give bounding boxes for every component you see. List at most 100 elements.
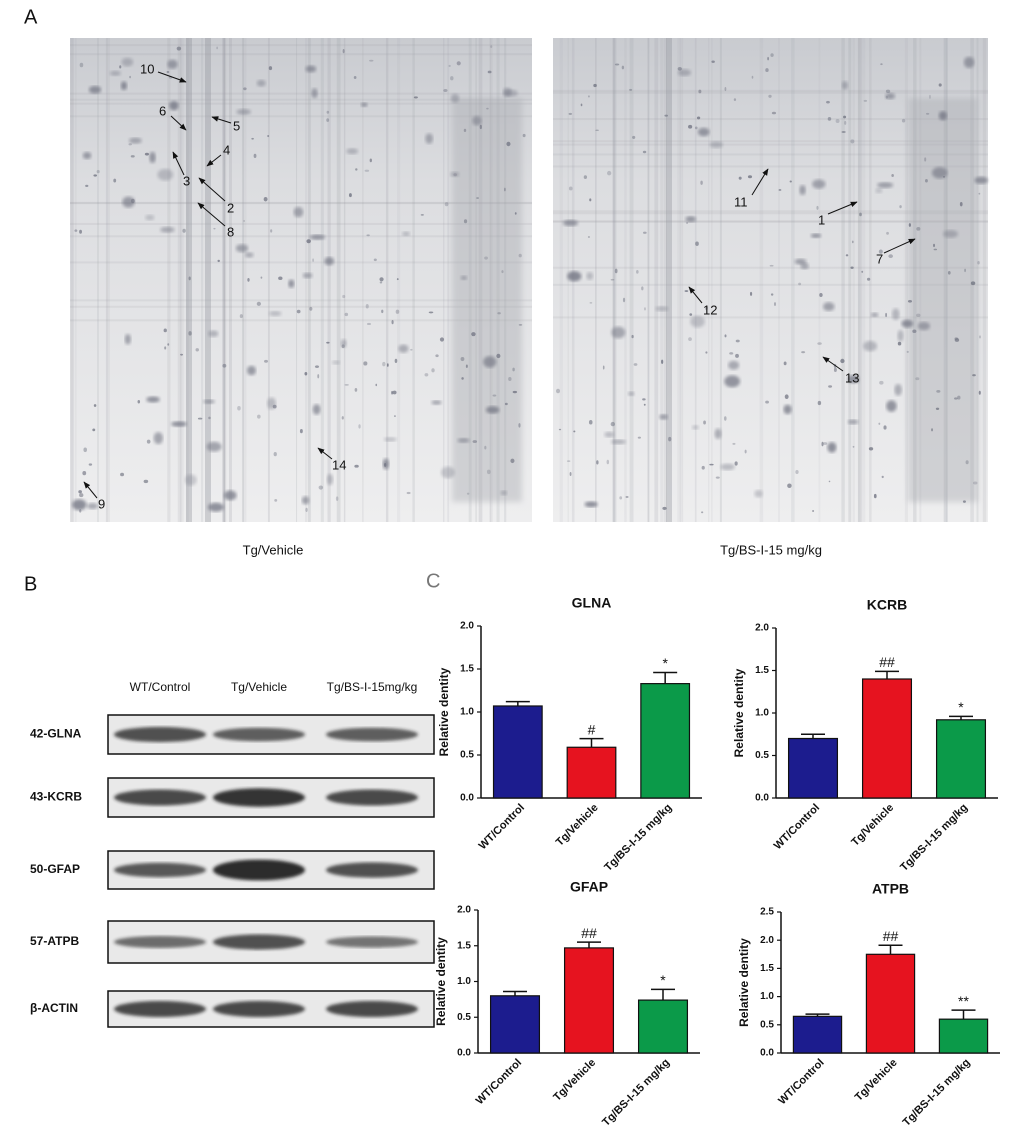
gel-spot	[463, 219, 468, 224]
gel-spot	[476, 197, 480, 200]
panel-label: A	[24, 6, 38, 28]
gel-streak	[778, 38, 780, 522]
gel-spot	[383, 437, 397, 442]
gel-spot	[720, 463, 735, 471]
gel-spot	[677, 69, 692, 77]
gel-spot	[146, 396, 160, 403]
gel-streak	[70, 261, 532, 264]
gel-spot	[901, 118, 906, 123]
gel-spot	[859, 212, 862, 217]
gel-spot	[424, 373, 429, 377]
blot-band	[213, 859, 305, 881]
gel-spot	[124, 333, 131, 345]
gel-spot	[863, 99, 868, 102]
gel-spot	[933, 243, 935, 248]
gel-spot	[840, 358, 845, 364]
gel-spot	[732, 442, 736, 445]
spot-label: 5	[233, 118, 240, 133]
gel-spot	[120, 472, 125, 477]
gel-spot	[269, 311, 282, 317]
gel-spot	[568, 112, 573, 115]
arrow	[317, 447, 333, 460]
y-tick-label: 1.5	[460, 664, 474, 675]
gel-spot	[386, 363, 389, 367]
gel-spot	[522, 133, 526, 138]
significance-label: *	[660, 972, 666, 988]
gel-spot	[223, 490, 237, 501]
gel-spot	[88, 463, 93, 466]
gel-spot	[342, 294, 346, 299]
gel-spot	[188, 276, 191, 281]
gel-spot	[897, 341, 902, 346]
gel-spot	[472, 115, 482, 126]
gel-streak	[553, 89, 988, 92]
gel-spot	[954, 338, 960, 342]
gel-streak	[553, 283, 988, 286]
gel-spot	[213, 227, 216, 230]
gel-spot	[278, 276, 283, 281]
gel-spot	[929, 94, 931, 99]
arrow	[170, 115, 187, 131]
gel-spot	[518, 253, 522, 258]
gel-spot	[146, 439, 151, 444]
gel-spot	[288, 279, 295, 288]
gel-streak	[719, 38, 722, 522]
gel-spot	[661, 359, 664, 364]
gel-spot	[394, 415, 396, 418]
gel-spot	[326, 110, 330, 114]
gel-spot	[420, 214, 424, 216]
gel-spot	[593, 83, 597, 88]
gel-spot	[798, 282, 802, 286]
y-axis-label: Relative dentity	[737, 938, 751, 1027]
gel-spot	[881, 475, 884, 479]
gel-spot	[216, 46, 218, 50]
gel-spot	[485, 406, 500, 414]
gel-streak	[443, 38, 445, 522]
gel-spot	[128, 143, 132, 146]
gel-spot	[267, 135, 270, 138]
gel-streak	[241, 38, 244, 522]
gel-streak	[660, 38, 664, 522]
gel-streak	[869, 38, 872, 522]
gel-spot	[324, 256, 335, 266]
gel-spot	[744, 449, 747, 454]
gel-spot	[965, 460, 969, 465]
gel-spot	[379, 277, 384, 282]
gel-spot	[483, 356, 497, 368]
gel-spot	[625, 496, 629, 498]
gel-spot	[113, 178, 117, 183]
gel-streak	[553, 153, 988, 156]
arrow	[688, 286, 703, 304]
x-tick-label: Tg/BS-I-15 mg/kg	[898, 802, 970, 874]
gel-spot	[677, 66, 682, 71]
blot-band	[213, 934, 305, 950]
gel-spot	[251, 137, 254, 140]
gel-spot	[207, 502, 224, 512]
gel-spot	[444, 202, 449, 207]
gel-streak	[412, 38, 415, 522]
gel-spot	[828, 385, 833, 388]
gel-spot	[431, 400, 442, 405]
gel-spot	[573, 430, 576, 433]
gel-spot	[450, 93, 460, 103]
bar	[935, 719, 987, 799]
gel-spot	[770, 53, 774, 57]
gel-spot	[358, 424, 361, 429]
gel-spot	[354, 464, 359, 468]
gel-spot	[973, 481, 978, 485]
gel-spot	[381, 309, 384, 314]
gel-spot	[891, 174, 894, 178]
gel-spot	[588, 95, 590, 98]
gel-spot	[724, 416, 727, 421]
gel-spot	[769, 264, 774, 267]
spot-label: 4	[223, 142, 230, 157]
gel-streak	[654, 38, 659, 522]
gel-spot	[410, 348, 413, 351]
blot-band	[326, 936, 418, 948]
gel-spot	[636, 270, 639, 274]
significance-label: *	[662, 655, 668, 671]
panel-label: B	[24, 573, 37, 595]
gel-spot	[633, 363, 638, 366]
y-tick-label: 0.0	[755, 793, 769, 804]
gel-spot	[392, 390, 397, 395]
